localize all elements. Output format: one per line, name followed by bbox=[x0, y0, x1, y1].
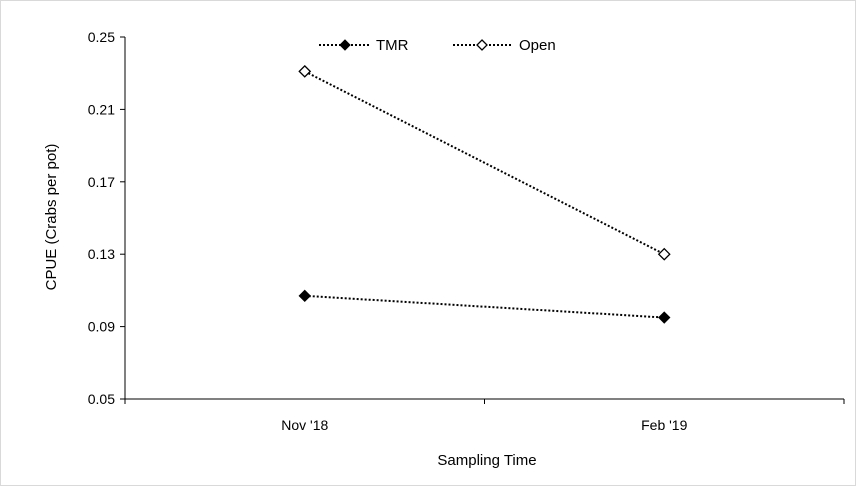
series-line-open bbox=[304, 70, 665, 256]
legend: TMR Open bbox=[319, 37, 556, 54]
y-tick-label: 0.25 bbox=[88, 29, 115, 45]
y-axis-title: CPUE (Crabs per pot) bbox=[43, 144, 60, 291]
plot-area: 0.25 0.21 0.17 0.13 0.09 0.05 Nov '18 Feb '19 bbox=[88, 29, 845, 433]
y-tick-label: 0.17 bbox=[88, 174, 115, 190]
y-tick-label: 0.05 bbox=[88, 391, 115, 407]
y-tick-label: 0.13 bbox=[88, 246, 115, 262]
data-point-open bbox=[657, 247, 671, 261]
data-point-tmr bbox=[658, 311, 671, 324]
y-tick-label: 0.09 bbox=[88, 319, 115, 335]
data-point-tmr bbox=[298, 289, 311, 303]
series-line-tmr bbox=[304, 294, 665, 319]
legend-marker-tmr bbox=[339, 39, 351, 51]
legend-label-open: Open bbox=[519, 37, 556, 54]
x-tick-label: Feb '19 bbox=[641, 417, 687, 433]
x-tick-label: Nov '18 bbox=[281, 417, 328, 433]
data-point-open bbox=[298, 64, 312, 78]
x-axis-title: Sampling Time bbox=[437, 452, 536, 469]
legend-marker-open bbox=[476, 39, 488, 51]
y-tick-label: 0.21 bbox=[88, 101, 115, 117]
legend-label-tmr: TMR bbox=[376, 37, 409, 54]
